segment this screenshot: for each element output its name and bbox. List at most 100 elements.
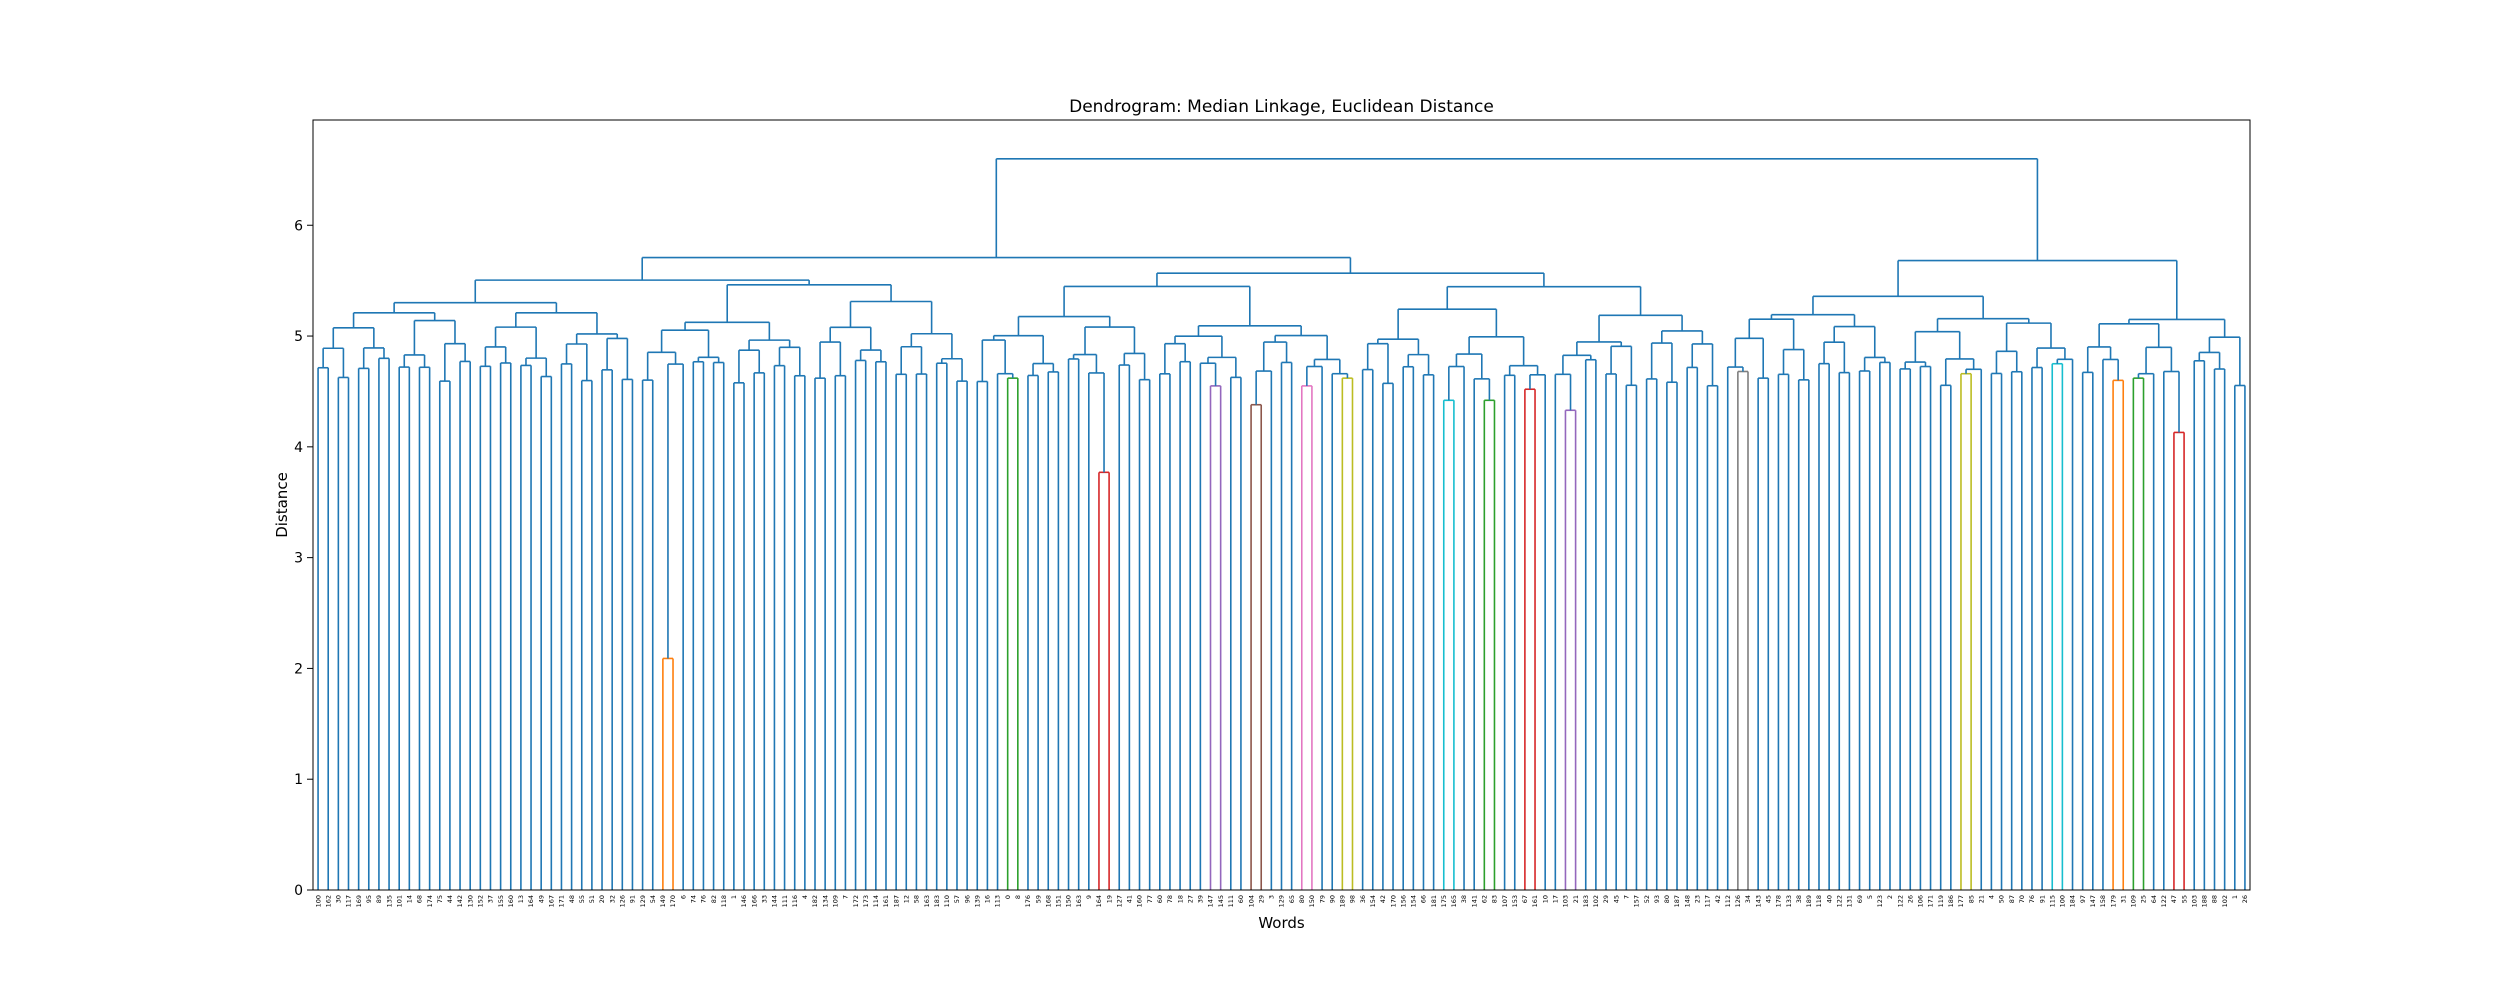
leaf-label: 55: [2180, 895, 2188, 903]
leaf-label: 111: [1227, 895, 1235, 907]
leaf-label: 122: [1896, 895, 1904, 907]
leaf-label: 177: [1957, 895, 1965, 907]
leaf-label: 163: [1075, 895, 1083, 907]
leaf-label: 44: [446, 895, 454, 903]
leaf-label: 58: [913, 895, 921, 903]
leaf-label: 51: [588, 895, 596, 903]
leaf-label: 52: [1643, 895, 1651, 903]
leaf-label: 30: [335, 895, 343, 903]
leaf-label: 31: [2119, 895, 2127, 903]
leaf-label: 100: [2059, 895, 2067, 907]
leaf-label: 1: [730, 895, 738, 899]
leaf-label: 88: [2211, 895, 2219, 903]
leaf-label: 116: [791, 895, 799, 907]
leaf-label: 189: [1805, 895, 1813, 907]
leaf-label: 131: [1846, 895, 1854, 907]
leaf-label: 174: [426, 895, 434, 907]
x-axis-label: Words: [1258, 914, 1305, 932]
leaf-label: 101: [395, 895, 403, 907]
leaf-label: 113: [994, 895, 1002, 907]
leaf-label: 144: [771, 895, 779, 907]
leaf-label: 122: [1836, 895, 1844, 907]
leaf-label: 160: [1136, 895, 1144, 907]
leaf-label: 130: [466, 895, 474, 907]
leaf-label: 78: [1166, 895, 1174, 903]
leaf-label: 118: [720, 895, 728, 907]
leaf-label: 33: [761, 895, 769, 903]
leaf-label: 14: [406, 895, 414, 903]
leaf-label: 2: [1886, 895, 1894, 899]
leaf-label: 171: [558, 895, 566, 907]
y-tick-label-3: 3: [294, 551, 303, 567]
leaf-label: 36: [1359, 895, 1367, 903]
leaf-label: 55: [578, 895, 586, 903]
leaf-label: 129: [1278, 895, 1286, 907]
leaf-label: 106: [1917, 895, 1925, 907]
leaf-label: 114: [872, 895, 880, 907]
y-tick-label-2: 2: [294, 661, 303, 677]
leaf-label: 109: [2130, 895, 2138, 907]
leaf-label: 187: [892, 895, 900, 907]
leaf-label: 145: [1217, 895, 1225, 907]
leaf-label: 103: [2190, 895, 2198, 907]
leaf-label: 184: [2069, 895, 2077, 907]
leaf-label: 173: [862, 895, 870, 907]
leaf-label: 165: [1450, 895, 1458, 907]
leaf-label: 49: [537, 895, 545, 903]
leaf-label: 21: [1978, 895, 1986, 903]
leaf-label: 143: [1754, 895, 1762, 907]
leaf-label: 150: [1065, 895, 1073, 907]
leaf-label: 170: [1389, 895, 1397, 907]
leaf-label: 5: [1866, 895, 1874, 899]
leaf-label: 38: [1460, 895, 1468, 903]
leaf-label: 109: [832, 895, 840, 907]
leaf-label: 169: [355, 895, 363, 907]
leaf-label: 122: [2160, 895, 2168, 907]
leaf-label: 139: [974, 895, 982, 907]
leaf-label: 47: [2170, 895, 2178, 903]
plot-frame: [312, 119, 2251, 891]
leaf-label: 175: [1440, 895, 1448, 907]
y-tick-label-6: 6: [294, 218, 303, 234]
leaf-label: 87: [2008, 895, 2016, 903]
leaf-label: 25: [2140, 895, 2148, 903]
leaf-label: 12: [903, 895, 911, 903]
leaf-label: 95: [365, 895, 373, 903]
leaf-label: 170: [669, 895, 677, 907]
leaf-label: 54: [649, 895, 657, 903]
leaf-label: 163: [923, 895, 931, 907]
leaf-label: 126: [1734, 895, 1742, 907]
leaf-label: 26: [2241, 895, 2249, 903]
y-tick-label-4: 4: [294, 440, 303, 456]
leaf-label: 133: [1785, 895, 1793, 907]
y-axis-label: Distance: [273, 472, 291, 538]
leaf-label: 37: [487, 895, 495, 903]
leaf-label: 48: [568, 895, 576, 903]
leaf-label: 102: [2221, 895, 2229, 907]
leaf-label: 179: [2109, 895, 2117, 907]
leaf-label: 148: [1683, 895, 1691, 907]
leaf-label: 18: [1176, 895, 1184, 903]
leaf-label: 154: [1369, 895, 1377, 907]
leaf-label: 8: [1014, 895, 1022, 899]
leaf-label: 29: [1257, 895, 1265, 903]
leaf-label: 50: [1998, 895, 2006, 903]
y-tick-label-1: 1: [294, 772, 303, 788]
leaf-label: 149: [659, 895, 667, 907]
leaf-label: 75: [436, 895, 444, 903]
leaf-label: 66: [1420, 895, 1428, 903]
leaf-label: 98: [1349, 895, 1357, 903]
leaf-label: 164: [527, 895, 535, 907]
leaf-label: 60: [1237, 895, 1245, 903]
leaf-label: 189: [1339, 895, 1347, 907]
leaf-label: 172: [852, 895, 860, 907]
leaf-label: 154: [1410, 895, 1418, 907]
leaf-label: 45: [1612, 895, 1620, 903]
leaf-label: 85: [1967, 895, 1975, 903]
leaf-label: 68: [416, 895, 424, 903]
leaf-label: 104: [1247, 895, 1255, 907]
leaf-label: 100: [314, 895, 322, 907]
leaf-label: 119: [1937, 895, 1945, 907]
leaf-label: 158: [2099, 895, 2107, 907]
